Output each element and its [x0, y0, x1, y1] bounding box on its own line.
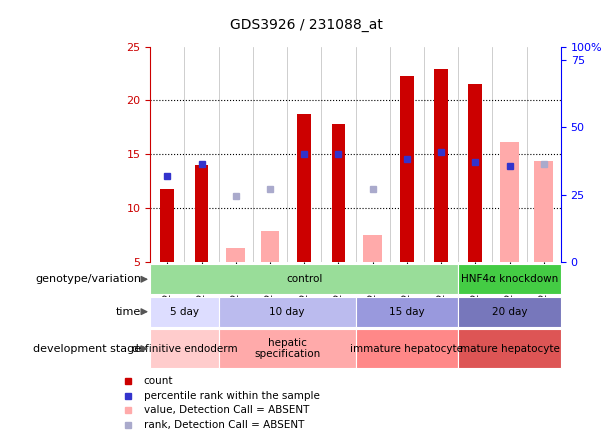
Bar — [297, 115, 311, 262]
Bar — [458, 297, 561, 327]
Bar — [458, 264, 561, 294]
Bar — [468, 84, 482, 262]
Text: genotype/variation: genotype/variation — [35, 274, 141, 284]
Text: development stage: development stage — [33, 344, 141, 353]
Text: count: count — [144, 377, 173, 386]
Bar — [332, 124, 345, 262]
Bar — [500, 143, 519, 262]
Text: 5 day: 5 day — [170, 307, 199, 317]
Bar — [219, 297, 356, 327]
Text: definitive endoderm: definitive endoderm — [132, 344, 237, 353]
Text: hepatic
specification: hepatic specification — [254, 338, 320, 360]
Bar — [261, 231, 280, 262]
Bar — [535, 161, 553, 262]
Text: HNF4α knockdown: HNF4α knockdown — [461, 274, 558, 284]
Text: value, Detection Call = ABSENT: value, Detection Call = ABSENT — [144, 405, 309, 415]
Bar — [364, 235, 382, 262]
Text: GDS3926 / 231088_at: GDS3926 / 231088_at — [230, 18, 383, 32]
Text: rank, Detection Call = ABSENT: rank, Detection Call = ABSENT — [144, 420, 304, 430]
Bar — [150, 329, 219, 368]
Text: 10 day: 10 day — [269, 307, 305, 317]
Text: 15 day: 15 day — [389, 307, 425, 317]
Bar — [226, 248, 245, 262]
Text: mature hepatocyte: mature hepatocyte — [460, 344, 560, 353]
Bar — [400, 75, 414, 262]
Bar — [356, 329, 458, 368]
Text: control: control — [286, 274, 322, 284]
Text: time: time — [116, 307, 141, 317]
Text: percentile rank within the sample: percentile rank within the sample — [144, 391, 320, 401]
Text: 20 day: 20 day — [492, 307, 527, 317]
Bar — [195, 165, 208, 262]
Bar — [434, 69, 448, 262]
Bar — [150, 264, 458, 294]
Text: immature hepatocyte: immature hepatocyte — [351, 344, 463, 353]
Bar — [161, 189, 174, 262]
Bar — [150, 297, 219, 327]
Bar — [356, 297, 458, 327]
Bar — [458, 329, 561, 368]
Bar — [219, 329, 356, 368]
